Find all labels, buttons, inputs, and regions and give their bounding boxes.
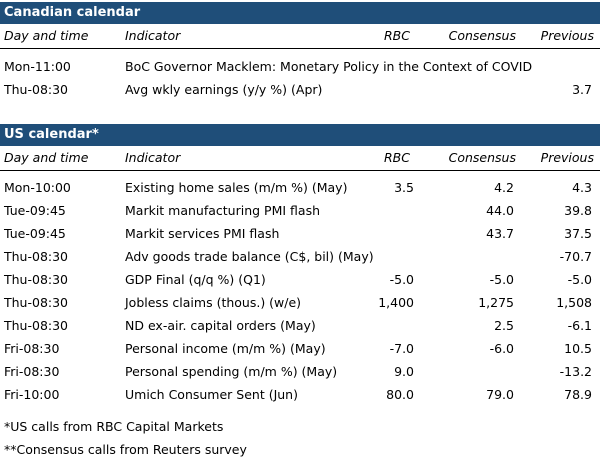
row-time: Fri-10:00 <box>4 387 60 402</box>
footnote-consensus: **Consensus calls from Reuters survey <box>4 442 247 457</box>
row-consensus: 44.0 <box>486 203 514 218</box>
row-time: Thu-08:30 <box>4 82 69 97</box>
row-indicator: GDP Final (q/q %) (Q1) <box>125 272 266 287</box>
row-time: Mon-10:00 <box>4 180 71 195</box>
row-previous: 10.5 <box>564 341 592 356</box>
row-rbc: 3.5 <box>394 180 414 195</box>
row-time: Mon-11:00 <box>4 59 71 74</box>
table-row: Mon-10:00 Existing home sales (m/m %) (M… <box>0 177 600 199</box>
row-rbc: -5.0 <box>389 272 414 287</box>
table-row: Thu-08:30 GDP Final (q/q %) (Q1) -5.0 -5… <box>0 269 600 291</box>
row-indicator: BoC Governor Macklem: Monetary Policy in… <box>125 59 533 74</box>
row-previous: -5.0 <box>567 272 592 287</box>
row-consensus: 79.0 <box>486 387 514 402</box>
us-table-header: Day and time Indicator RBC Consensus Pre… <box>0 146 600 170</box>
table-row: Tue-09:45 Markit manufacturing PMI flash… <box>0 200 600 222</box>
row-time: Thu-08:30 <box>4 249 69 264</box>
header-day-time: Day and time <box>4 150 89 165</box>
header-day-time: Day and time <box>4 28 89 43</box>
table-row: Fri-10:00 Umich Consumer Sent (Jun) 80.0… <box>0 384 600 406</box>
header-consensus: Consensus <box>448 28 516 43</box>
canadian-calendar-title: Canadian calendar <box>0 2 600 24</box>
row-previous: 1,508 <box>556 295 592 310</box>
row-consensus: 1,275 <box>478 295 514 310</box>
row-indicator: Markit services PMI flash <box>125 226 280 241</box>
canadian-header-divider <box>0 48 600 49</box>
row-consensus: 43.7 <box>486 226 514 241</box>
row-time: Tue-09:45 <box>4 203 66 218</box>
row-previous: -70.7 <box>559 249 592 264</box>
row-rbc: 80.0 <box>386 387 414 402</box>
row-previous: 3.7 <box>572 82 592 97</box>
us-calendar-title: US calendar* <box>0 124 600 146</box>
footnote-rbc: *US calls from RBC Capital Markets <box>4 419 224 434</box>
header-consensus: Consensus <box>448 150 516 165</box>
table-row: Thu-08:30 Avg wkly earnings (y/y %) (Apr… <box>0 79 600 101</box>
row-time: Thu-08:30 <box>4 272 69 287</box>
header-rbc: RBC <box>384 28 410 43</box>
row-rbc: 1,400 <box>378 295 414 310</box>
row-time: Fri-08:30 <box>4 364 60 379</box>
row-indicator: Umich Consumer Sent (Jun) <box>125 387 298 402</box>
row-time: Thu-08:30 <box>4 318 69 333</box>
table-row: Thu-08:30 Jobless claims (thous.) (w/e) … <box>0 292 600 314</box>
table-row: Thu-08:30 ND ex-air. capital orders (May… <box>0 315 600 337</box>
row-indicator: Avg wkly earnings (y/y %) (Apr) <box>125 82 323 97</box>
table-row: Tue-09:45 Markit services PMI flash 43.7… <box>0 223 600 245</box>
table-row: Fri-08:30 Personal spending (m/m %) (May… <box>0 361 600 383</box>
header-rbc: RBC <box>384 150 410 165</box>
row-indicator: Adv goods trade balance (C$, bil) (May) <box>125 249 374 264</box>
canadian-table-header: Day and time Indicator RBC Consensus Pre… <box>0 24 600 48</box>
row-indicator: Jobless claims (thous.) (w/e) <box>125 295 302 310</box>
table-row: Thu-08:30 Adv goods trade balance (C$, b… <box>0 246 600 268</box>
row-indicator: Personal spending (m/m %) (May) <box>125 364 338 379</box>
row-time: Fri-08:30 <box>4 341 60 356</box>
header-previous: Previous <box>540 150 594 165</box>
us-header-divider <box>0 170 600 171</box>
row-time: Thu-08:30 <box>4 295 69 310</box>
header-previous: Previous <box>540 28 594 43</box>
header-indicator: Indicator <box>125 28 181 43</box>
row-rbc: 9.0 <box>394 364 414 379</box>
table-row: Fri-08:30 Personal income (m/m %) (May) … <box>0 338 600 360</box>
row-time: Tue-09:45 <box>4 226 66 241</box>
row-previous: 78.9 <box>564 387 592 402</box>
row-rbc: -7.0 <box>389 341 414 356</box>
row-previous: -6.1 <box>567 318 592 333</box>
header-indicator: Indicator <box>125 150 181 165</box>
row-previous: 39.8 <box>564 203 592 218</box>
row-consensus: -5.0 <box>489 272 514 287</box>
row-previous: 4.3 <box>572 180 592 195</box>
row-indicator: Personal income (m/m %) (May) <box>125 341 326 356</box>
row-consensus: -6.0 <box>489 341 514 356</box>
row-previous: 37.5 <box>564 226 592 241</box>
row-consensus: 4.2 <box>494 180 514 195</box>
row-indicator: Existing home sales (m/m %) (May) <box>125 180 348 195</box>
row-previous: -13.2 <box>559 364 592 379</box>
row-indicator: Markit manufacturing PMI flash <box>125 203 321 218</box>
table-row: Mon-11:00 BoC Governor Macklem: Monetary… <box>0 56 600 78</box>
row-consensus: 2.5 <box>494 318 514 333</box>
row-indicator: ND ex-air. capital orders (May) <box>125 318 316 333</box>
